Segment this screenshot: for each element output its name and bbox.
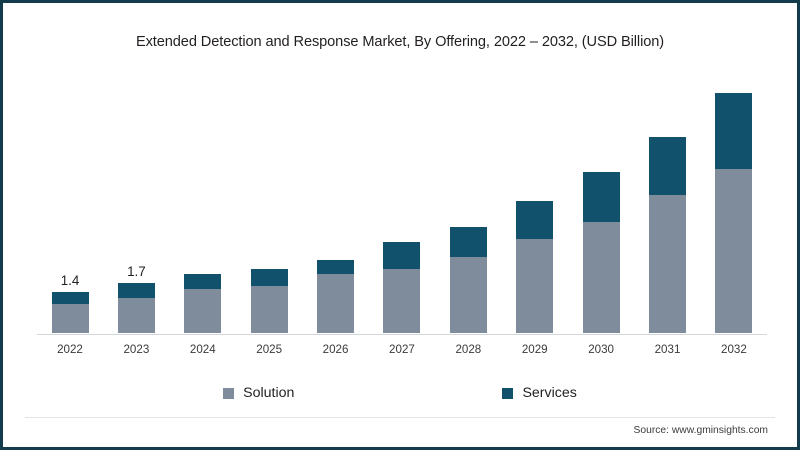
- plot-area: 1.4 1.7: [37, 75, 767, 333]
- x-axis-tick-2026: 2026: [322, 343, 349, 356]
- x-axis-tick-labels: 2022 2023 2024 2025 2026 2027 2028 2029 2030 2031…: [37, 343, 767, 356]
- legend-item-services[interactable]: Services: [502, 385, 577, 401]
- bar-segment-services[interactable]: [117, 283, 155, 298]
- bar-segment-services[interactable]: [715, 92, 753, 169]
- x-axis-tick-2031: 2031: [654, 343, 681, 356]
- bar-segment-services[interactable]: [184, 274, 222, 290]
- bar-segment-services[interactable]: [383, 242, 421, 269]
- bar-column[interactable]: [236, 75, 302, 333]
- bar-segment-solution[interactable]: [317, 274, 355, 333]
- x-axis-tick-2030: 2030: [588, 343, 615, 356]
- x-axis-tick-2028: 2028: [455, 343, 482, 356]
- bar-stack[interactable]: [51, 291, 89, 333]
- x-axis-line: [37, 334, 767, 335]
- bar-stack[interactable]: [582, 171, 620, 333]
- bar-value-label: 1.7: [127, 264, 146, 280]
- bar-segment-solution[interactable]: [383, 268, 421, 333]
- footer-divider: [25, 417, 775, 418]
- bar-column[interactable]: [635, 75, 701, 333]
- chart-canvas: Extended Detection and Response Market, …: [3, 3, 797, 447]
- bar-stack[interactable]: [383, 242, 421, 333]
- bar-segment-services[interactable]: [317, 259, 355, 275]
- x-axis-tick-2029: 2029: [521, 343, 548, 356]
- bar-segment-solution[interactable]: [516, 239, 554, 333]
- x-axis-tick-2023: 2023: [123, 343, 150, 356]
- legend-item-solution[interactable]: Solution: [223, 385, 294, 401]
- legend-swatch-services-icon: [502, 387, 514, 399]
- x-axis-tick-2022: 2022: [57, 343, 83, 356]
- bar-segment-solution[interactable]: [449, 256, 487, 333]
- bar-segment-services[interactable]: [51, 291, 89, 304]
- bar-column[interactable]: [502, 75, 568, 333]
- legend-label-solution: Solution: [243, 385, 295, 401]
- bar-segment-solution[interactable]: [715, 168, 753, 333]
- bar-column[interactable]: [701, 75, 767, 333]
- bar-stack[interactable]: [317, 259, 355, 333]
- bar-stack[interactable]: [715, 92, 753, 333]
- bar-stack[interactable]: [449, 227, 487, 333]
- bar-segment-services[interactable]: [582, 171, 620, 222]
- bar-column[interactable]: 1.7: [103, 75, 169, 333]
- x-axis-tick-2032: 2032: [721, 343, 747, 356]
- bar-column[interactable]: [568, 75, 634, 333]
- bar-stack[interactable]: [516, 201, 554, 333]
- bar-segment-services[interactable]: [649, 136, 687, 196]
- x-axis-tick-2027: 2027: [389, 343, 415, 356]
- bar-column[interactable]: [435, 75, 501, 333]
- bar-column[interactable]: [369, 75, 435, 333]
- bar-segment-services[interactable]: [516, 201, 554, 240]
- bar-stack[interactable]: [117, 283, 155, 333]
- legend-label-services: Services: [522, 385, 577, 401]
- x-axis-tick-2025: 2025: [256, 343, 283, 356]
- bar-segment-solution[interactable]: [117, 297, 155, 333]
- chart-title: Extended Detection and Response Market, …: [135, 34, 665, 50]
- chart-legend: Solution Services: [3, 385, 797, 401]
- bar-stack[interactable]: [250, 268, 288, 333]
- source-attribution: Source: www.gminsights.com: [633, 425, 768, 436]
- bar-segment-services[interactable]: [449, 227, 487, 257]
- bar-segment-solution[interactable]: [649, 195, 687, 333]
- bar-segment-services[interactable]: [250, 268, 288, 287]
- bar-column[interactable]: [170, 75, 236, 333]
- bar-segment-solution[interactable]: [250, 286, 288, 333]
- bar-value-label: 1.4: [60, 272, 80, 288]
- bar-segment-solution[interactable]: [51, 303, 89, 333]
- bar-group: 1.4 1.7: [37, 75, 767, 333]
- bar-stack[interactable]: [184, 274, 222, 333]
- bar-column[interactable]: 1.4: [37, 75, 103, 333]
- legend-swatch-solution-icon: [223, 387, 235, 399]
- bar-segment-solution[interactable]: [184, 289, 222, 333]
- bar-stack[interactable]: [649, 136, 687, 333]
- bar-segment-solution[interactable]: [582, 221, 620, 333]
- bar-column[interactable]: [303, 75, 369, 333]
- x-axis-tick-2024: 2024: [189, 343, 216, 356]
